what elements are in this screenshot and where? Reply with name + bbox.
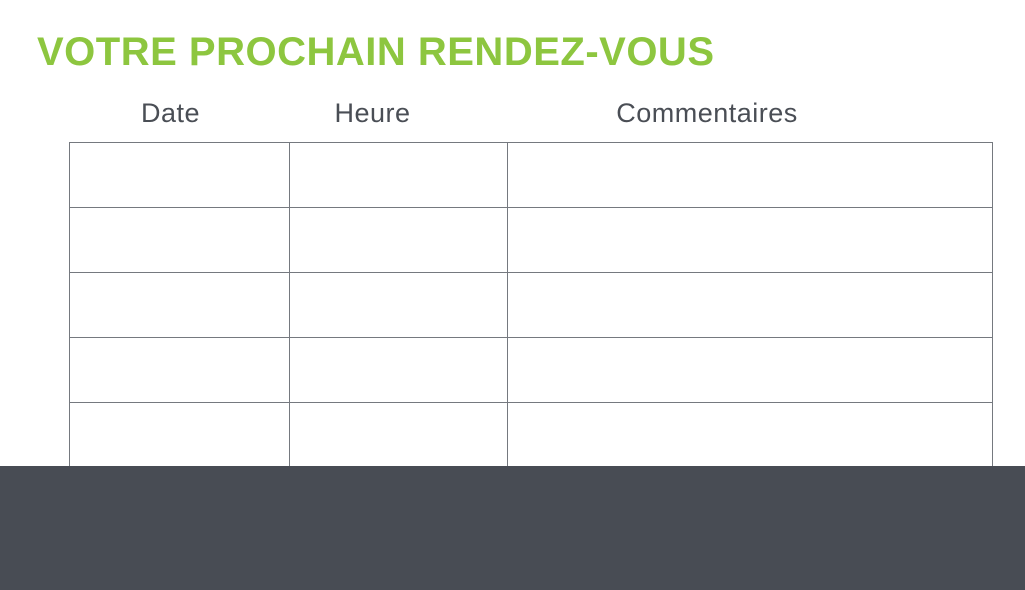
table-cell-date[interactable] xyxy=(69,402,290,468)
column-header-date: Date xyxy=(140,98,201,128)
table-row xyxy=(69,402,993,468)
table-row xyxy=(69,272,993,338)
table-cell-date[interactable] xyxy=(69,207,290,273)
appointments-table xyxy=(69,142,993,468)
column-header-commentaires: Commentaires xyxy=(616,98,798,128)
page-title: VOTRE PROCHAIN RENDEZ-VOUS xyxy=(37,30,715,74)
table-row xyxy=(69,142,993,208)
table-cell-commentaires[interactable] xyxy=(507,142,993,208)
table-cell-date[interactable] xyxy=(69,272,290,338)
table-row xyxy=(69,337,993,403)
column-header-heure: Heure xyxy=(334,98,411,128)
table-cell-commentaires[interactable] xyxy=(507,207,993,273)
table-cell-commentaires[interactable] xyxy=(507,337,993,403)
table-cell-heure[interactable] xyxy=(289,337,508,403)
table-column-headers: Date Heure Commentaires xyxy=(69,98,941,129)
table-cell-commentaires[interactable] xyxy=(507,272,993,338)
table-cell-commentaires[interactable] xyxy=(507,402,993,468)
table-cell-heure[interactable] xyxy=(289,402,508,468)
table-cell-date[interactable] xyxy=(69,337,290,403)
table-cell-heure[interactable] xyxy=(289,207,508,273)
table-cell-heure[interactable] xyxy=(289,272,508,338)
table-cell-date[interactable] xyxy=(69,142,290,208)
appointments-table-body xyxy=(69,142,993,468)
table-row xyxy=(69,207,993,273)
table-cell-heure[interactable] xyxy=(289,142,508,208)
footer-bar xyxy=(0,466,1025,590)
